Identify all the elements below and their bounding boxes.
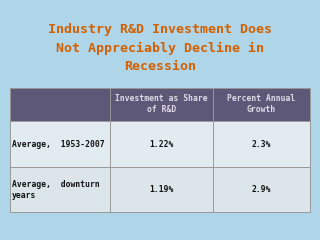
Text: Average,  1953-2007: Average, 1953-2007: [12, 140, 105, 149]
Text: Percent Annual
Growth: Percent Annual Growth: [228, 94, 296, 114]
Bar: [10, 88, 310, 121]
Text: 1.19%: 1.19%: [149, 185, 174, 194]
Text: 2.3%: 2.3%: [252, 140, 271, 149]
Bar: [10, 121, 310, 167]
Text: 2.9%: 2.9%: [252, 185, 271, 194]
Text: Investment as Share
of R&D: Investment as Share of R&D: [115, 94, 208, 114]
Text: 1.22%: 1.22%: [149, 140, 174, 149]
Text: Industry R&D Investment Does
Not Appreciably Decline in
Recession: Industry R&D Investment Does Not Appreci…: [48, 24, 272, 72]
Bar: [10, 88, 310, 212]
Bar: [10, 167, 310, 212]
Text: Average,  downturn
years: Average, downturn years: [12, 180, 100, 200]
